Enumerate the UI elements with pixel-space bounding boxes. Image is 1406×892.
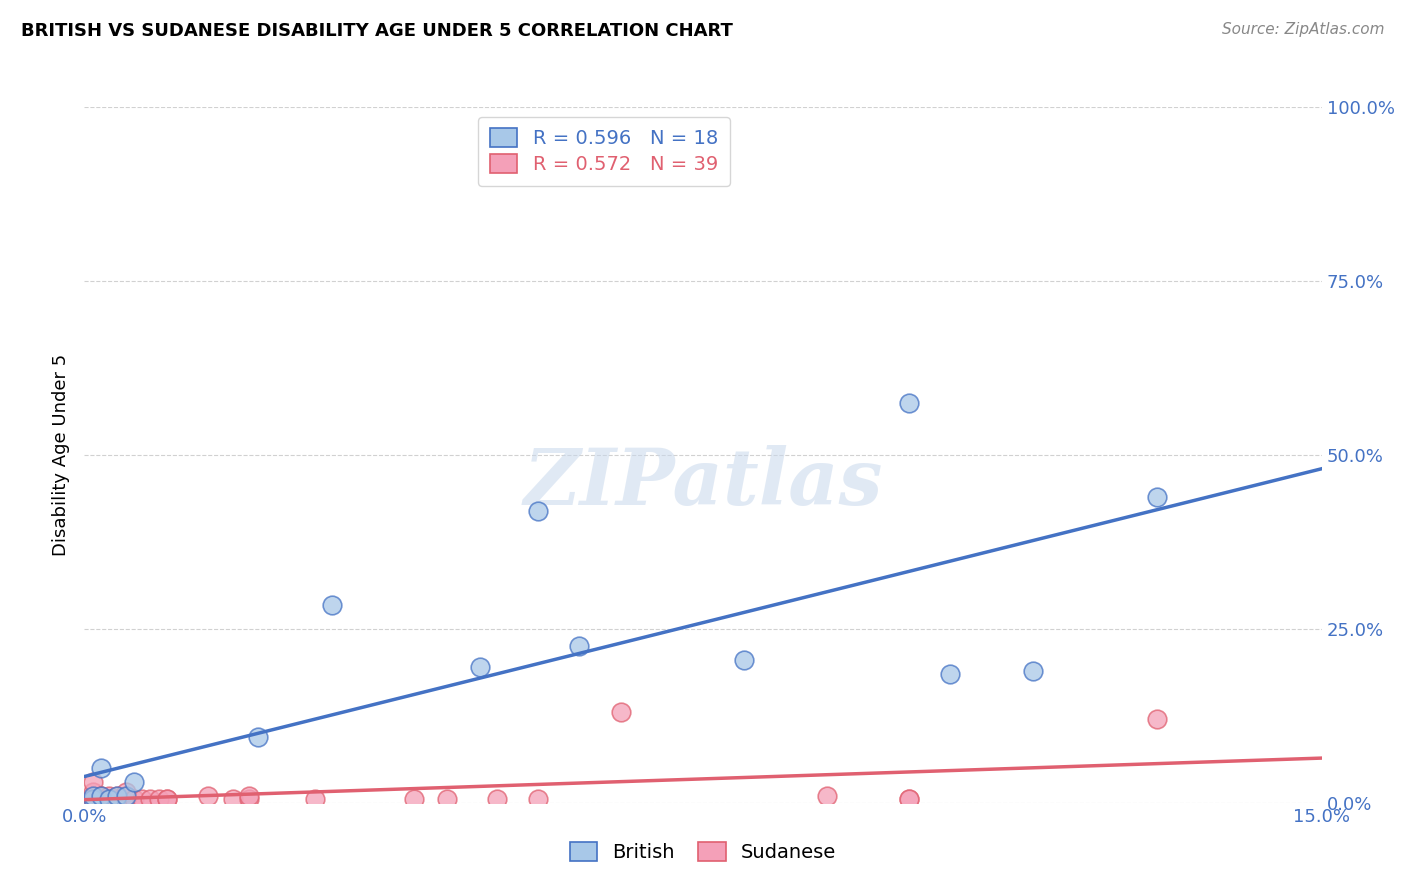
Point xyxy=(82,792,104,806)
Point xyxy=(114,785,136,799)
Point xyxy=(90,761,112,775)
Point xyxy=(527,792,550,806)
Point xyxy=(470,660,492,674)
Point xyxy=(114,789,136,803)
Point xyxy=(222,792,245,806)
Point xyxy=(114,792,136,806)
Y-axis label: Disability Age Under 5: Disability Age Under 5 xyxy=(52,354,70,556)
Point xyxy=(321,598,343,612)
Point xyxy=(156,792,179,806)
Point xyxy=(139,792,162,806)
Point xyxy=(238,789,260,803)
Point xyxy=(82,792,104,806)
Point xyxy=(197,789,219,803)
Point xyxy=(90,789,112,803)
Point xyxy=(98,789,121,803)
Point xyxy=(131,792,153,806)
Point xyxy=(733,653,755,667)
Point xyxy=(898,792,921,806)
Point xyxy=(436,792,458,806)
Point xyxy=(1146,712,1168,726)
Text: BRITISH VS SUDANESE DISABILITY AGE UNDER 5 CORRELATION CHART: BRITISH VS SUDANESE DISABILITY AGE UNDER… xyxy=(21,22,733,40)
Point xyxy=(82,775,104,789)
Legend: British, Sudanese: British, Sudanese xyxy=(562,834,844,870)
Point xyxy=(568,639,591,653)
Point xyxy=(898,792,921,806)
Point xyxy=(105,789,128,803)
Point xyxy=(98,792,121,806)
Point xyxy=(90,789,112,803)
Point xyxy=(898,396,921,410)
Point xyxy=(114,789,136,803)
Point xyxy=(939,667,962,681)
Point xyxy=(90,789,112,803)
Point xyxy=(98,792,121,806)
Point xyxy=(527,503,550,517)
Point xyxy=(246,730,269,744)
Point xyxy=(90,792,112,806)
Point xyxy=(304,792,326,806)
Point xyxy=(105,792,128,806)
Point xyxy=(82,789,104,803)
Point xyxy=(82,789,104,803)
Point xyxy=(238,792,260,806)
Point xyxy=(98,792,121,806)
Point xyxy=(1022,664,1045,678)
Point xyxy=(1146,490,1168,504)
Point xyxy=(122,775,145,789)
Point xyxy=(114,792,136,806)
Point xyxy=(815,789,838,803)
Point xyxy=(90,792,112,806)
Text: Source: ZipAtlas.com: Source: ZipAtlas.com xyxy=(1222,22,1385,37)
Text: ZIPatlas: ZIPatlas xyxy=(523,444,883,521)
Point xyxy=(148,792,170,806)
Point xyxy=(156,792,179,806)
Point xyxy=(609,706,631,720)
Point xyxy=(105,789,128,803)
Point xyxy=(82,792,104,806)
Point xyxy=(105,792,128,806)
Point xyxy=(122,792,145,806)
Point xyxy=(82,785,104,799)
Point xyxy=(485,792,508,806)
Point xyxy=(404,792,426,806)
